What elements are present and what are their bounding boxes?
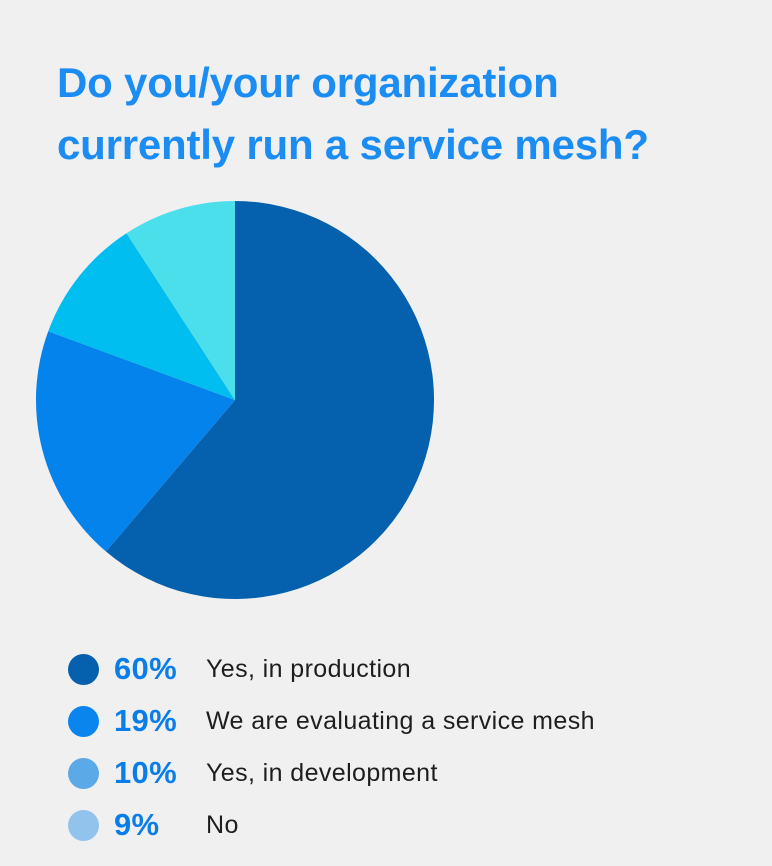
chart-legend: 60% Yes, in production 19% We are evalua… [68, 643, 595, 851]
legend-dot [68, 653, 99, 685]
legend-item: 60% Yes, in production [68, 643, 595, 695]
legend-percent: 60% [114, 651, 177, 686]
pie-slice-2 [48, 233, 236, 400]
legend-label: No [206, 810, 239, 839]
legend-percent: 9% [114, 807, 160, 842]
legend-percent: 19% [114, 703, 177, 738]
chart-title-line2: currently run a service mesh? [57, 121, 649, 168]
legend-label: Yes, in production [206, 654, 412, 683]
pie-slice-0 [105, 200, 435, 600]
legend-dot [68, 757, 99, 789]
legend-item: 9% No [68, 799, 595, 851]
legend-item: 19% We are evaluating a service mesh [68, 695, 595, 747]
legend-label: We are evaluating a service mesh [206, 706, 595, 735]
legend-percent: 10% [114, 755, 177, 790]
legend-dot [68, 705, 99, 737]
legend-label: Yes, in development [206, 758, 438, 787]
legend-dot [68, 809, 99, 841]
pie-slice-1 [35, 331, 236, 552]
pie-chart-container [32, 197, 438, 603]
legend-item: 10% Yes, in development [68, 747, 595, 799]
pie-chart [35, 200, 435, 600]
chart-title: Do you/your organization currently run a… [57, 52, 649, 176]
pie-slice-3 [126, 200, 235, 400]
chart-title-line1: Do you/your organization [57, 59, 559, 106]
